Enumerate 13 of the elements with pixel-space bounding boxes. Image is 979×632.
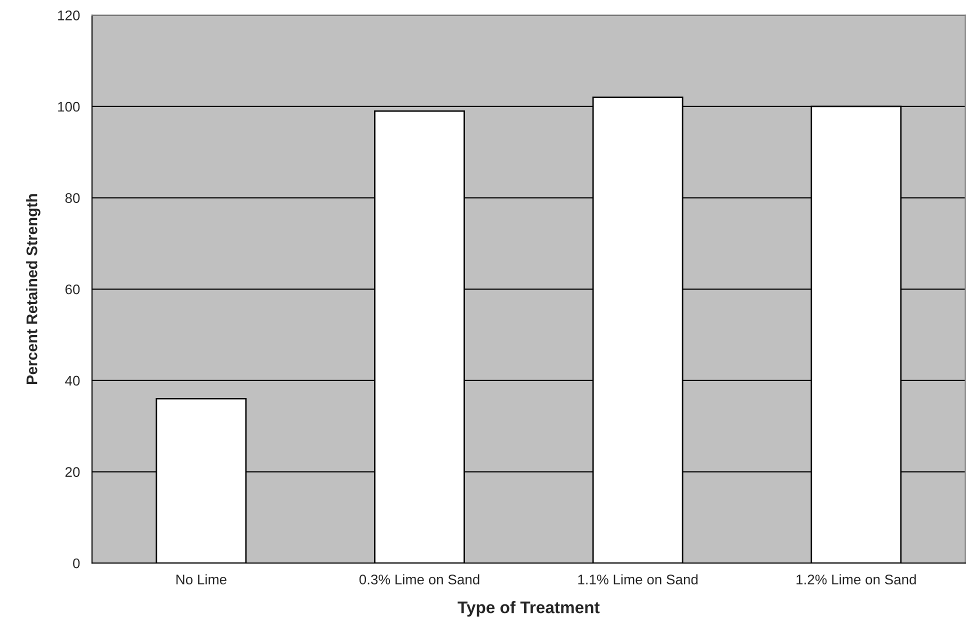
y-tick-label: 120	[58, 10, 80, 20]
y-tick-label: 40	[65, 376, 80, 386]
y-tick-label: 100	[58, 102, 80, 112]
y-tick-label: 80	[65, 193, 80, 203]
x-tick-label: 0.3% Lime on Sand	[359, 574, 480, 584]
y-axis-title: Percent Retained Strength	[26, 194, 40, 384]
x-tick-label: 1.1% Lime on Sand	[578, 574, 698, 584]
y-tick-label: 20	[65, 467, 80, 477]
x-tick-label: 1.2% Lime on Sand	[796, 574, 916, 584]
x-axis-title: Type of Treatment	[458, 601, 600, 617]
x-tick-label: No Lime	[176, 574, 226, 584]
y-tick-label: 60	[65, 284, 80, 294]
y-tick-label: 0	[73, 558, 80, 568]
